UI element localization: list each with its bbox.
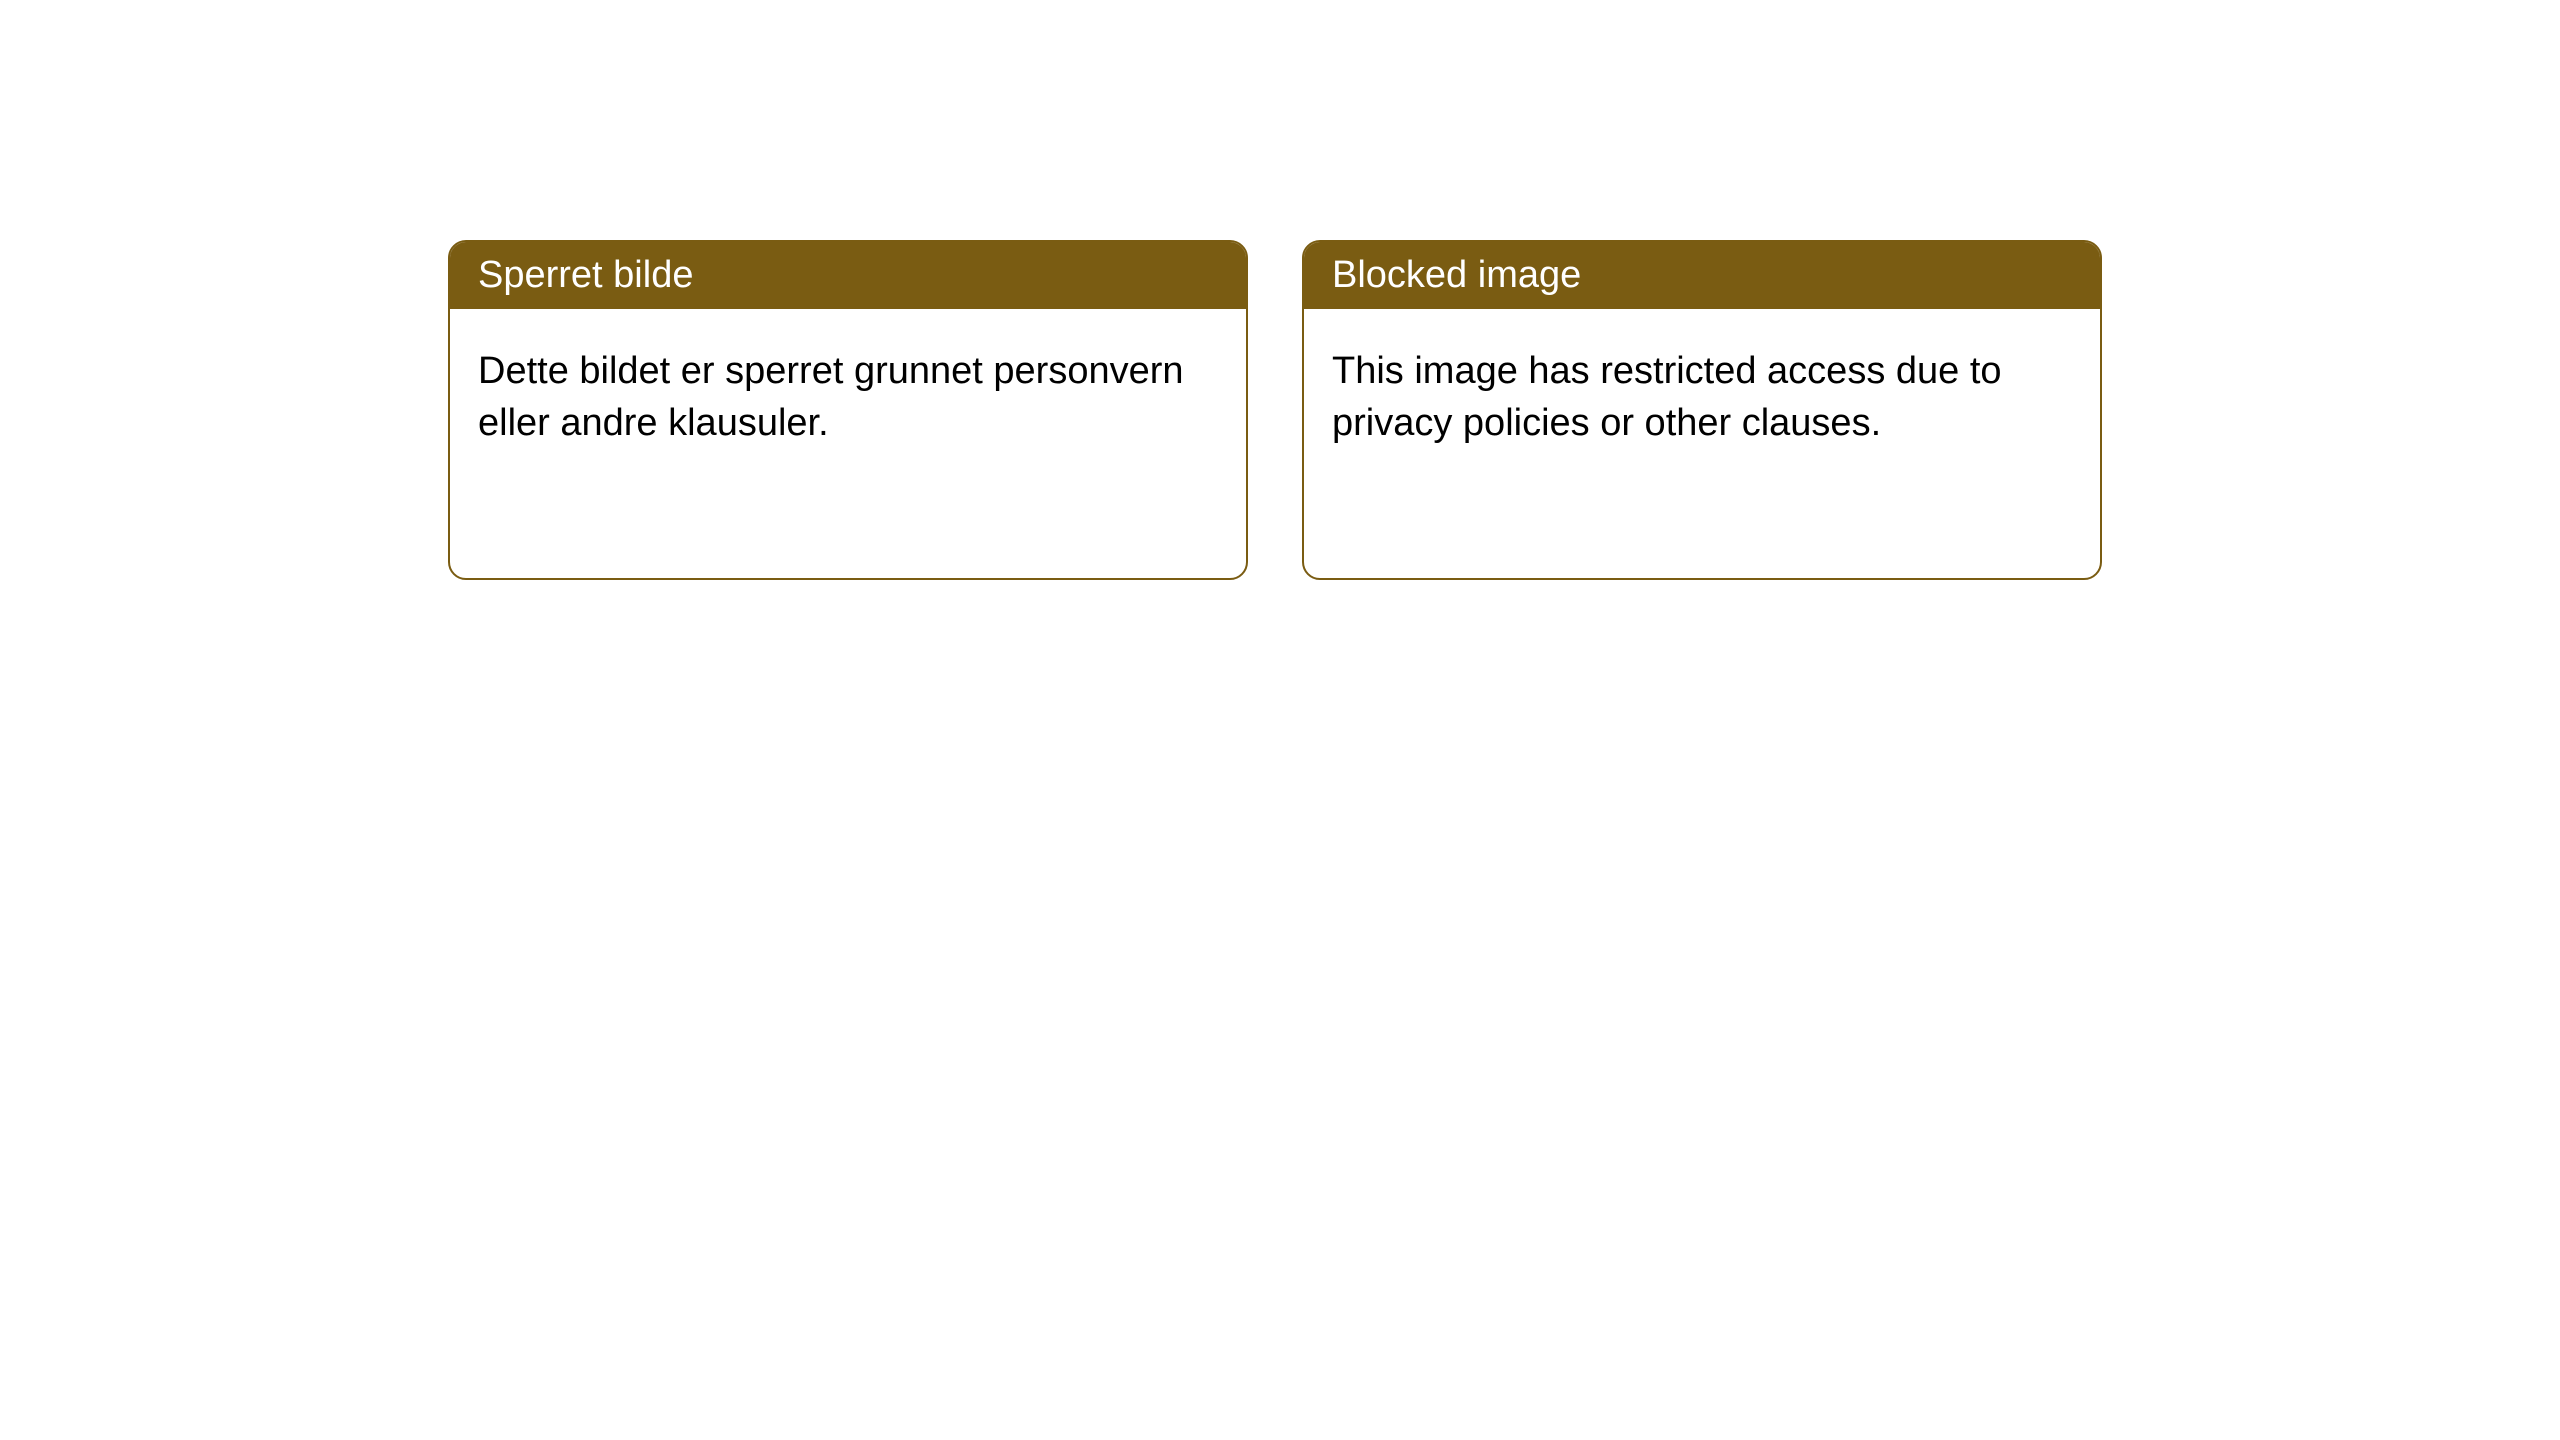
card-header: Sperret bilde bbox=[450, 242, 1246, 309]
card-body-text: Dette bildet er sperret grunnet personve… bbox=[478, 350, 1184, 444]
card-body-text: This image has restricted access due to … bbox=[1332, 350, 2002, 444]
card-body: Dette bildet er sperret grunnet personve… bbox=[450, 309, 1246, 486]
card-container: Sperret bilde Dette bildet er sperret gr… bbox=[448, 240, 2102, 580]
card-title: Blocked image bbox=[1332, 254, 1581, 296]
blocked-image-card-no: Sperret bilde Dette bildet er sperret gr… bbox=[448, 240, 1248, 580]
card-body: This image has restricted access due to … bbox=[1304, 309, 2100, 486]
card-title: Sperret bilde bbox=[478, 254, 693, 296]
blocked-image-card-en: Blocked image This image has restricted … bbox=[1302, 240, 2102, 580]
card-header: Blocked image bbox=[1304, 242, 2100, 309]
